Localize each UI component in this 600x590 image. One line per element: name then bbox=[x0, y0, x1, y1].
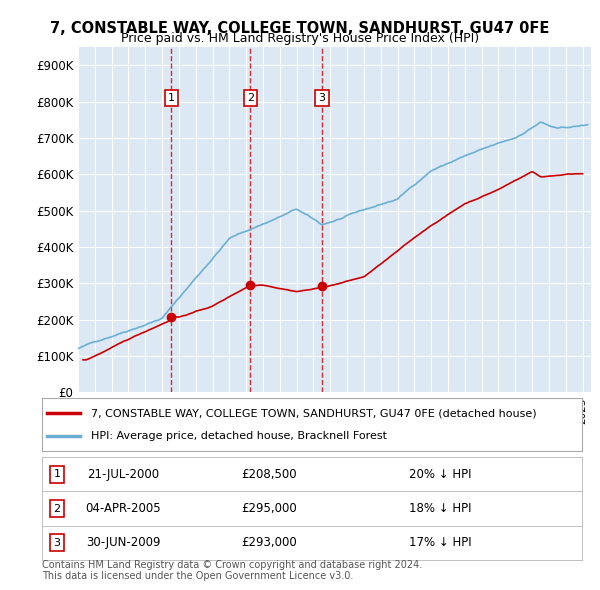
Text: 7, CONSTABLE WAY, COLLEGE TOWN, SANDHURST, GU47 0FE (detached house): 7, CONSTABLE WAY, COLLEGE TOWN, SANDHURS… bbox=[91, 408, 536, 418]
Text: 7, CONSTABLE WAY, COLLEGE TOWN, SANDHURST, GU47 0FE: 7, CONSTABLE WAY, COLLEGE TOWN, SANDHURS… bbox=[50, 21, 550, 35]
Text: HPI: Average price, detached house, Bracknell Forest: HPI: Average price, detached house, Brac… bbox=[91, 431, 386, 441]
Text: £293,000: £293,000 bbox=[241, 536, 296, 549]
Text: 3: 3 bbox=[319, 93, 325, 103]
Text: 30-JUN-2009: 30-JUN-2009 bbox=[86, 536, 160, 549]
Text: 2: 2 bbox=[53, 504, 61, 513]
Text: Price paid vs. HM Land Registry's House Price Index (HPI): Price paid vs. HM Land Registry's House … bbox=[121, 32, 479, 45]
Text: 1: 1 bbox=[53, 470, 61, 479]
Text: 04-APR-2005: 04-APR-2005 bbox=[85, 502, 161, 515]
Text: 18% ↓ HPI: 18% ↓ HPI bbox=[409, 502, 472, 515]
Text: 2: 2 bbox=[247, 93, 254, 103]
Text: 17% ↓ HPI: 17% ↓ HPI bbox=[409, 536, 472, 549]
Text: 3: 3 bbox=[53, 538, 61, 548]
Text: Contains HM Land Registry data © Crown copyright and database right 2024.
This d: Contains HM Land Registry data © Crown c… bbox=[42, 559, 422, 581]
Text: 20% ↓ HPI: 20% ↓ HPI bbox=[409, 468, 472, 481]
Text: £208,500: £208,500 bbox=[241, 468, 296, 481]
Text: £295,000: £295,000 bbox=[241, 502, 296, 515]
Text: 1: 1 bbox=[168, 93, 175, 103]
Text: 21-JUL-2000: 21-JUL-2000 bbox=[87, 468, 159, 481]
